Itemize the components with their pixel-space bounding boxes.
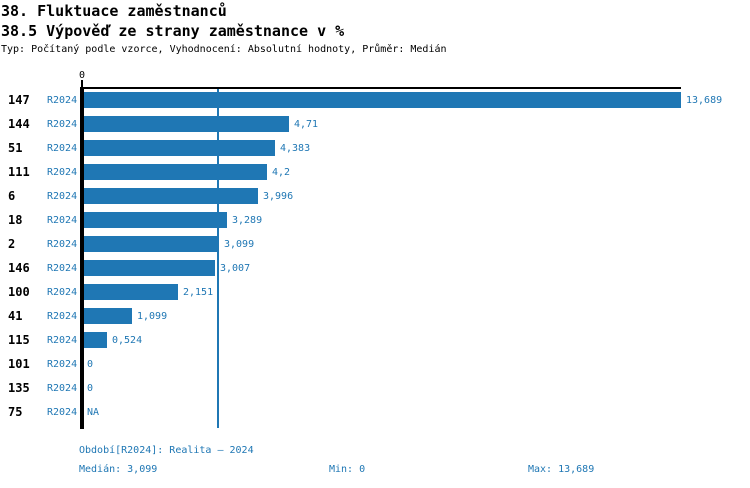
category-label: 2 xyxy=(8,237,16,251)
chart-subtitle: 38.5 Výpověď ze strany zaměstnance v % xyxy=(1,22,345,40)
chart-row: 135 R2024 0 xyxy=(0,380,750,396)
series-label: R2024 xyxy=(47,191,78,202)
value-label: NA xyxy=(87,407,100,418)
category-label: 100 xyxy=(8,285,30,299)
series-label: R2024 xyxy=(47,287,78,298)
chart-meta-info: Typ: Počítaný podle vzorce, Vyhodnocení:… xyxy=(1,44,447,55)
category-label: 18 xyxy=(8,213,23,227)
series-label: R2024 xyxy=(47,215,78,226)
series-label: R2024 xyxy=(47,119,78,130)
chart-row: 115 R2024 0,524 xyxy=(0,332,750,348)
series-label: R2024 xyxy=(47,335,78,346)
value-label: 0,524 xyxy=(112,335,143,346)
series-label: R2024 xyxy=(47,239,78,250)
bar xyxy=(84,116,289,132)
series-label: R2024 xyxy=(47,407,78,418)
category-label: 111 xyxy=(8,165,30,179)
chart-row: 51 R2024 4,383 xyxy=(0,140,750,156)
chart-row: 100 R2024 2,151 xyxy=(0,284,750,300)
median-reference-line xyxy=(217,89,219,428)
category-label: 75 xyxy=(8,405,23,419)
period-label: Období[R2024]: Realita – 2024 xyxy=(79,445,254,456)
value-label: 0 xyxy=(87,383,94,394)
chart-row: 18 R2024 3,289 xyxy=(0,212,750,228)
chart-row: 6 R2024 3,996 xyxy=(0,188,750,204)
bar xyxy=(84,332,107,348)
bar xyxy=(84,212,227,228)
bar xyxy=(84,260,215,276)
chart-row: 2 R2024 3,099 xyxy=(0,236,750,252)
value-label: 4,2 xyxy=(272,167,291,178)
category-label: 144 xyxy=(8,117,30,131)
category-label: 41 xyxy=(8,309,23,323)
chart-row: 147 R2024 13,689 xyxy=(0,92,750,108)
value-label: 1,099 xyxy=(137,311,168,322)
value-label: 3,289 xyxy=(232,215,263,226)
chart-row: 41 R2024 1,099 xyxy=(0,308,750,324)
series-label: R2024 xyxy=(47,143,78,154)
value-label: 4,383 xyxy=(280,143,311,154)
x-axis-line xyxy=(80,87,681,89)
bar xyxy=(84,284,178,300)
category-label: 51 xyxy=(8,141,23,155)
series-label: R2024 xyxy=(47,311,78,322)
bar xyxy=(84,92,681,108)
category-label: 135 xyxy=(8,381,30,395)
series-label: R2024 xyxy=(47,167,78,178)
category-label: 146 xyxy=(8,261,30,275)
value-label: 0 xyxy=(87,359,94,370)
chart-row: 144 R2024 4,71 xyxy=(0,116,750,132)
bar xyxy=(84,140,275,156)
max-stat-label: Max: 13,689 xyxy=(528,464,595,475)
value-label: 4,71 xyxy=(294,119,319,130)
page-title: 38. Fluktuace zaměstnanců xyxy=(1,2,227,20)
series-label: R2024 xyxy=(47,95,78,106)
x-axis-tick-mark xyxy=(81,80,83,88)
bar xyxy=(84,188,258,204)
x-axis-tick-label: 0 xyxy=(78,70,86,81)
min-stat-label: Min: 0 xyxy=(329,464,366,475)
category-label: 147 xyxy=(8,93,30,107)
value-label: 3,996 xyxy=(263,191,294,202)
median-stat-label: Medián: 3,099 xyxy=(79,464,158,475)
value-label: 3,099 xyxy=(224,239,255,250)
value-label: 3,007 xyxy=(220,263,251,274)
chart-row: 146 R2024 3,007 xyxy=(0,260,750,276)
series-label: R2024 xyxy=(47,359,78,370)
value-label: 2,151 xyxy=(183,287,214,298)
bar xyxy=(84,236,219,252)
bar xyxy=(84,308,132,324)
bar xyxy=(84,164,267,180)
category-label: 115 xyxy=(8,333,30,347)
category-label: 6 xyxy=(8,189,16,203)
chart-row: 75 R2024 NA xyxy=(0,404,750,420)
series-label: R2024 xyxy=(47,383,78,394)
chart-row: 101 R2024 0 xyxy=(0,356,750,372)
chart-row: 111 R2024 4,2 xyxy=(0,164,750,180)
y-axis-line xyxy=(80,87,84,429)
value-label: 13,689 xyxy=(686,95,723,106)
category-label: 101 xyxy=(8,357,30,371)
bar-chart: 0 147 R2024 13,689 144 R2024 4,71 51 R2024 4,383… xyxy=(0,70,750,429)
series-label: R2024 xyxy=(47,263,78,274)
